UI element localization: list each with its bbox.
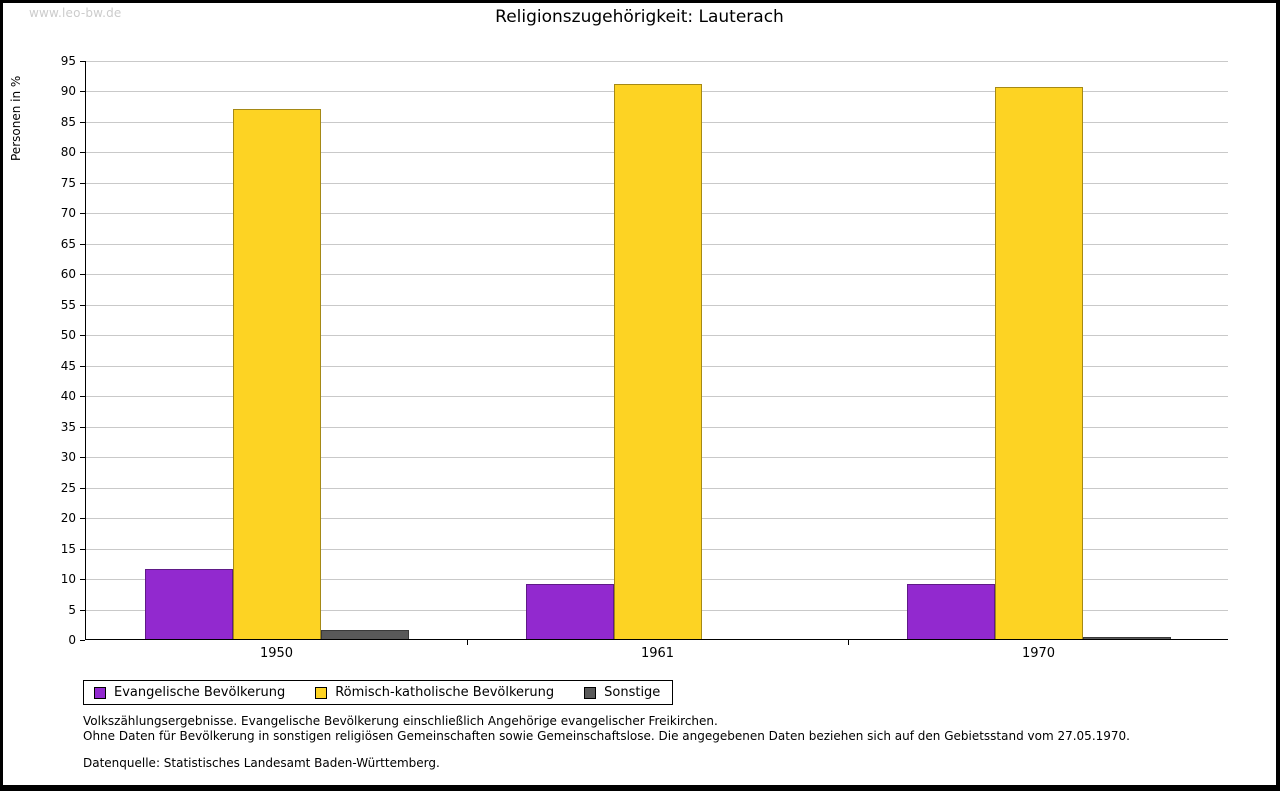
legend-label: Römisch-katholische Bevölkerung [335, 685, 555, 700]
bar-1950-series-1 [232, 108, 321, 639]
y-tick-label: 90 [60, 84, 76, 99]
source-line: Datenquelle: Statistisches Landesamt Bad… [83, 756, 440, 770]
y-axis-tick [80, 548, 85, 550]
y-tick-label: 35 [60, 419, 76, 434]
bar-1970-series-1 [994, 87, 1083, 639]
bar-1970-series-0 [906, 584, 995, 639]
y-axis-tick [80, 365, 85, 367]
y-tick-label: 80 [60, 145, 76, 160]
gridline [86, 61, 1228, 62]
y-tick-label: 5 [68, 602, 76, 617]
y-tick-label: 75 [60, 175, 76, 190]
y-tick-label: 60 [60, 267, 76, 282]
bar-1961-series-1 [613, 84, 702, 639]
y-axis-tick [80, 304, 85, 306]
legend-swatch [584, 686, 597, 699]
y-axis-title: Personen in % [9, 75, 23, 161]
bar-1970-series-2 [1082, 637, 1171, 639]
y-axis-tick [80, 274, 85, 276]
y-tick-label: 55 [60, 297, 76, 312]
y-tick-label: 45 [60, 358, 76, 373]
legend-swatch [94, 686, 106, 699]
y-tick-label: 50 [60, 328, 76, 343]
x-tick-label: 1970 [1021, 646, 1056, 661]
y-axis-tick [80, 182, 85, 184]
chart-title: Religionszugehörigkeit: Lauterach [495, 7, 784, 27]
y-axis-tick [80, 121, 85, 123]
y-axis-tick [80, 426, 85, 428]
y-axis-tick [80, 396, 85, 398]
legend-item: Sonstige [584, 685, 660, 700]
y-axis-tick [80, 487, 85, 489]
x-tick-label: 1950 [259, 646, 294, 661]
y-tick-label: 30 [60, 450, 76, 465]
bar-1950-series-0 [144, 568, 233, 639]
legend-item: Evangelische Bevölkerung [94, 685, 285, 700]
y-tick-label: 10 [60, 572, 76, 587]
y-tick-label: 25 [60, 480, 76, 495]
footnote-line: Volkszählungsergebnisse. Evangelische Be… [83, 714, 718, 728]
y-axis-tick [80, 91, 85, 93]
bar-1950-series-2 [320, 629, 409, 639]
y-axis-tick [80, 152, 85, 154]
x-axis-tick [467, 640, 468, 645]
y-tick-label: 85 [60, 114, 76, 129]
y-tick-label: 70 [60, 206, 76, 221]
legend-item: Römisch-katholische Bevölkerung [315, 685, 554, 700]
footnote-line: Ohne Daten für Bevölkerung in sonstigen … [83, 729, 1130, 743]
y-tick-label: 40 [60, 389, 76, 404]
bar-1961-series-0 [525, 584, 614, 639]
y-axis-tick [80, 579, 85, 581]
y-axis-tick [80, 213, 85, 215]
watermark: www.leo-bw.de [29, 6, 122, 20]
x-axis-tick [848, 640, 849, 645]
y-axis-tick [80, 609, 85, 611]
legend: Evangelische Bevölkerung Römisch-katholis… [83, 680, 674, 705]
y-axis-tick [80, 61, 85, 62]
y-axis-tick [80, 457, 85, 459]
plot-area: 0 5 10 15 20 25 30 35 40 45 50 55 60 65 70 75 80 85 90 95 19… [61, 54, 1228, 661]
y-tick-label: 20 [60, 511, 76, 526]
y-axis-tick [80, 518, 85, 520]
y-tick-label: 95 [60, 54, 76, 68]
y-axis-tick [80, 243, 85, 245]
y-axis-tick [80, 640, 85, 641]
y-tick-label: 0 [68, 633, 76, 647]
y-tick-label: 65 [60, 236, 76, 251]
legend-label: Sonstige [604, 685, 661, 700]
footnotes: Volkszählungsergebnisse. Evangelische Be… [83, 714, 1130, 771]
legend-swatch [315, 686, 328, 699]
y-axis-tick [80, 335, 85, 337]
x-tick-label: 1961 [640, 646, 675, 661]
y-tick-label: 15 [60, 541, 76, 556]
legend-label: Evangelische Bevölkerung [114, 685, 286, 700]
